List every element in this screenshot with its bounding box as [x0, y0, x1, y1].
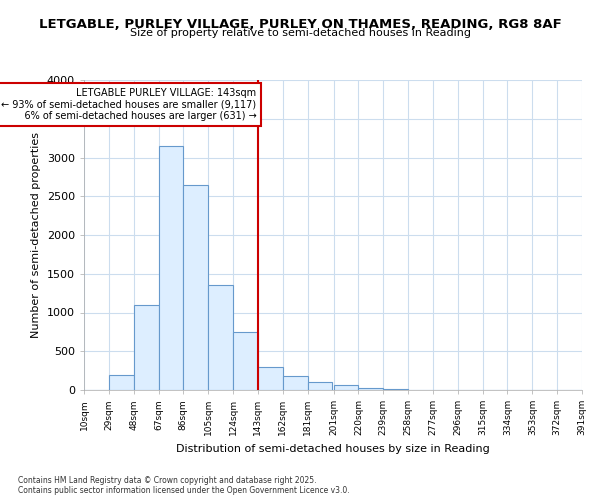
- Bar: [208, 286, 233, 390]
- Bar: [358, 388, 383, 390]
- Bar: [308, 382, 332, 390]
- Y-axis label: Number of semi-detached properties: Number of semi-detached properties: [31, 132, 41, 338]
- X-axis label: Distribution of semi-detached houses by size in Reading: Distribution of semi-detached houses by …: [176, 444, 490, 454]
- Bar: [184, 184, 208, 390]
- Bar: [158, 146, 184, 390]
- Bar: [109, 374, 134, 390]
- Text: Contains HM Land Registry data © Crown copyright and database right 2025.
Contai: Contains HM Land Registry data © Crown c…: [18, 476, 350, 495]
- Bar: [334, 386, 358, 390]
- Text: LETGABLE PURLEY VILLAGE: 143sqm
← 93% of semi-detached houses are smaller (9,117: LETGABLE PURLEY VILLAGE: 143sqm ← 93% of…: [1, 88, 257, 121]
- Bar: [233, 332, 258, 390]
- Bar: [383, 389, 408, 390]
- Bar: [258, 367, 283, 390]
- Bar: [283, 376, 308, 390]
- Text: Size of property relative to semi-detached houses in Reading: Size of property relative to semi-detach…: [130, 28, 470, 38]
- Text: LETGABLE, PURLEY VILLAGE, PURLEY ON THAMES, READING, RG8 8AF: LETGABLE, PURLEY VILLAGE, PURLEY ON THAM…: [38, 18, 562, 30]
- Bar: [134, 304, 158, 390]
